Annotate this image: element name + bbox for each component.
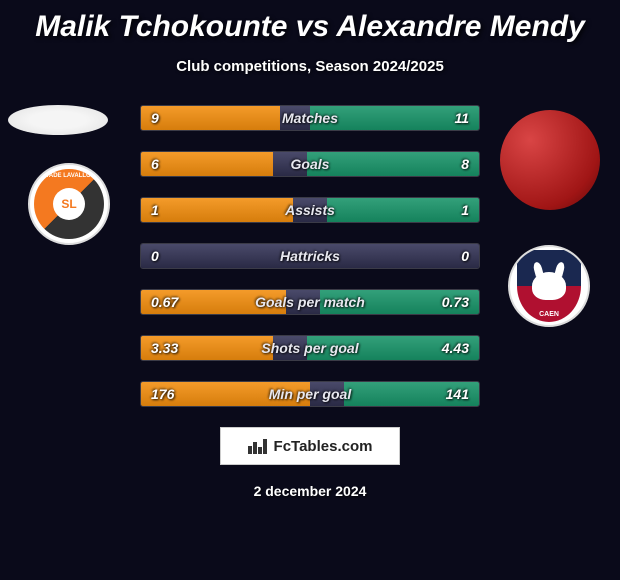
bull-icon (532, 272, 566, 300)
comparison-bars: 911Matches 68Goals 11Assists 00Hattricks 0.6… (140, 105, 480, 407)
metric-label: Shots per goal (141, 336, 479, 360)
player-left-club-badge: STADE LAVALLOIS SL (28, 163, 110, 245)
badge-right-shield: CAEN (517, 250, 581, 322)
metric-row: 176141Min per goal (140, 381, 480, 407)
metric-label: Hattricks (141, 244, 479, 268)
footer-brand-text: FcTables.com (274, 438, 373, 455)
metric-row: 68Goals (140, 151, 480, 177)
metric-row: 911Matches (140, 105, 480, 131)
metric-row: 00Hattricks (140, 243, 480, 269)
comparison-content: STADE LAVALLOIS SL CAEN 911Matches 68Goal… (0, 105, 620, 407)
metric-row: 3.334.43Shots per goal (140, 335, 480, 361)
metric-row: 0.670.73Goals per match (140, 289, 480, 315)
footer-date: 2 december 2024 (0, 483, 620, 499)
metric-row: 11Assists (140, 197, 480, 223)
page-title: Malik Tchokounte vs Alexandre Mendy (0, 0, 620, 44)
badge-left-label: STADE LAVALLOIS (30, 173, 108, 179)
footer-brand-box: FcTables.com (220, 427, 400, 465)
badge-left-bg: STADE LAVALLOIS SL (34, 169, 104, 239)
metric-label: Assists (141, 198, 479, 222)
metric-label: Min per goal (141, 382, 479, 406)
badge-left-short: SL (53, 188, 85, 220)
badge-right-label: CAEN (517, 311, 581, 318)
metric-label: Matches (141, 106, 479, 130)
bar-chart-icon (248, 438, 268, 454)
player-right-club-badge: CAEN (508, 245, 590, 327)
player-right-photo (500, 110, 600, 210)
metric-label: Goals (141, 152, 479, 176)
metric-label: Goals per match (141, 290, 479, 314)
player-left-photo (8, 105, 108, 135)
page-subtitle: Club competitions, Season 2024/2025 (0, 44, 620, 75)
